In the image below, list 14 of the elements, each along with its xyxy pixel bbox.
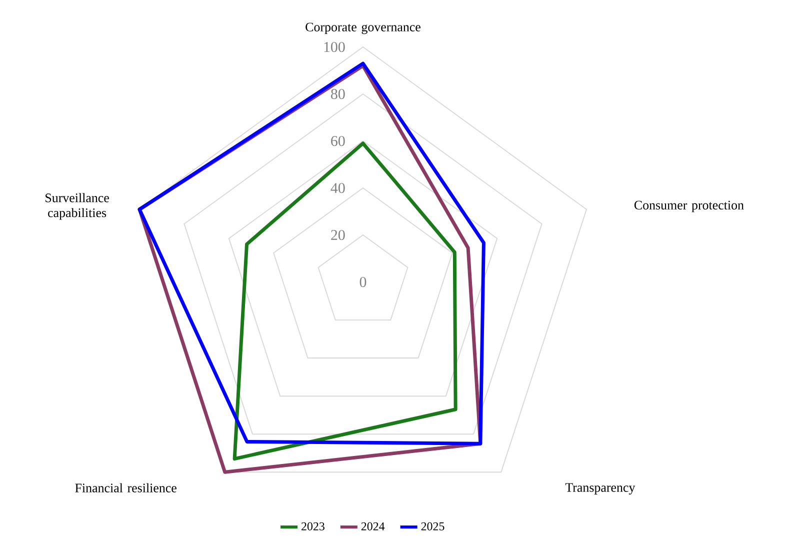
y-tick-label: 0	[360, 276, 366, 288]
spoke-label: Financial resilience	[75, 483, 176, 492]
y-tick-label: 20	[331, 230, 345, 240]
spoke-label: Transparency	[565, 483, 636, 495]
legend-label: 2025	[421, 522, 444, 530]
legend-label: 2024	[361, 522, 385, 530]
y-tick-label: 40	[330, 182, 345, 194]
y-tick-label: 80	[331, 88, 345, 100]
y-tick-label: 60	[331, 136, 345, 146]
spoke-label: Corporate governance	[306, 22, 420, 34]
spoke-label: Surveillance capabilities	[46, 193, 109, 220]
y-tick-label: 100	[324, 42, 345, 52]
spoke-label: Consumer protection	[634, 200, 744, 212]
legend-label: 2023	[302, 522, 324, 530]
